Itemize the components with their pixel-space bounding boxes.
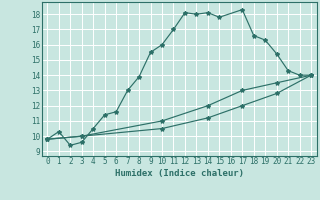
X-axis label: Humidex (Indice chaleur): Humidex (Indice chaleur) [115,169,244,178]
